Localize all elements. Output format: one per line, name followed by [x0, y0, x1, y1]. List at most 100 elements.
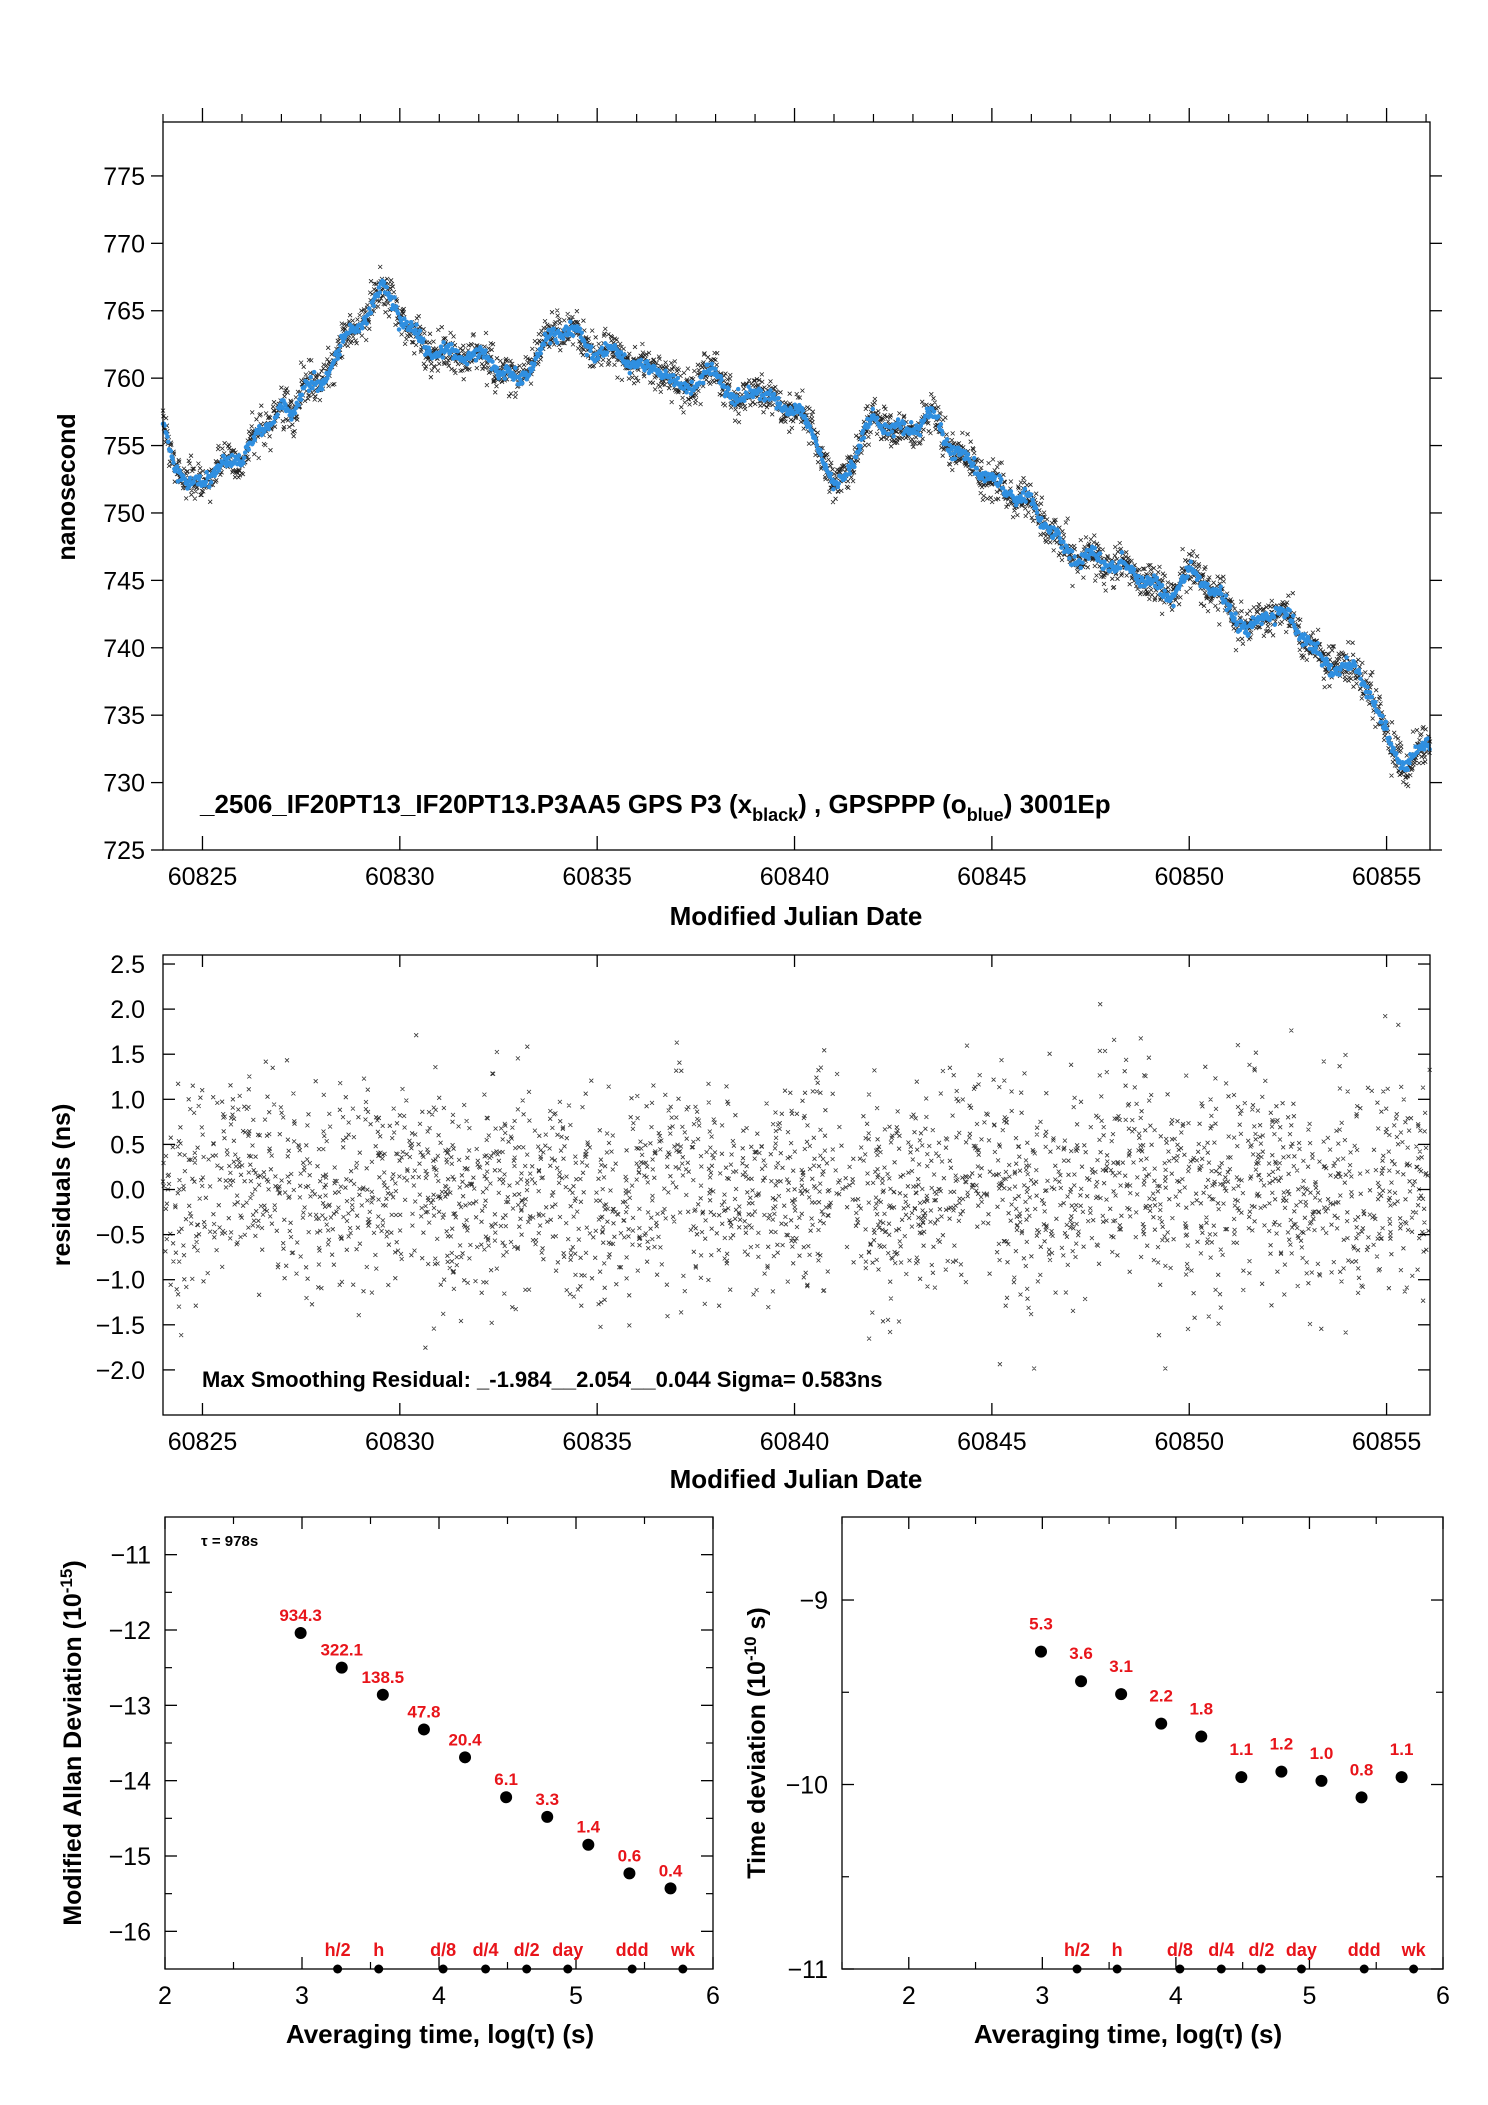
value-label: 20.4 — [448, 1730, 482, 1749]
value-label: 6.1 — [494, 1770, 518, 1789]
value-label: 0.6 — [618, 1846, 642, 1865]
timescale-label: ddd — [1348, 1940, 1381, 1960]
x-axis-label: Modified Julian Date — [670, 901, 923, 931]
tdev-panel: 2 3 4 5 6 −11 −10 −9 5.3 3.6 3.1 2.2 1.8 1.1 1.2 1.0 0.… — [741, 1516, 1450, 2049]
data-point — [1115, 1688, 1128, 1701]
y-tick-label: 0.0 — [110, 1177, 145, 1205]
y-tick-label: −13 — [109, 1692, 151, 1720]
value-label: 934.3 — [279, 1606, 322, 1625]
x-tick-label: 60855 — [1352, 1428, 1422, 1456]
tau-annotation: τ = 978s — [201, 1533, 258, 1550]
value-label: 138.5 — [362, 1668, 405, 1687]
y-tick-label: −12 — [109, 1617, 151, 1645]
data-point — [417, 1723, 430, 1736]
data-point — [1075, 1675, 1088, 1688]
data-point — [459, 1751, 472, 1764]
timescale-mark — [627, 1964, 637, 1974]
x-tick-label: 60825 — [168, 1428, 238, 1456]
y-tick-label: 750 — [103, 500, 145, 528]
timescale-mark — [1409, 1964, 1419, 1974]
data-point — [1315, 1774, 1328, 1787]
x-tick-label: 60840 — [760, 863, 830, 891]
value-label: 322.1 — [320, 1641, 363, 1660]
timescale-mark — [1072, 1964, 1082, 1974]
timescale-mark — [438, 1964, 448, 1974]
data-point — [1155, 1717, 1168, 1730]
data-point — [1395, 1771, 1408, 1784]
timescale-label: wk — [1401, 1940, 1427, 1960]
data-points: 5.3 3.6 3.1 2.2 1.8 1.1 1.2 1.0 0.8 1.1 h/2 h d/8 d/4… — [1029, 1615, 1427, 1974]
value-label: 0.4 — [659, 1861, 683, 1880]
x-tick-label: 2 — [902, 1982, 916, 2010]
x-tick-label: 6 — [1436, 1982, 1450, 2010]
timescale-label: d/4 — [1208, 1940, 1234, 1960]
y-tick-label: 735 — [103, 702, 145, 730]
axis-ticks: 2 3 4 5 6 −11 −10 −9 — [786, 1517, 1450, 2010]
data-point — [623, 1867, 636, 1880]
value-label: 3.6 — [1069, 1644, 1093, 1663]
timescale-label: h — [1112, 1940, 1123, 1960]
y-tick-label: −0.5 — [96, 1222, 145, 1250]
data-point — [582, 1838, 595, 1851]
y-tick-label: 745 — [103, 567, 145, 595]
y-tick-label: −11 — [787, 1956, 828, 1984]
y-tick-label: −11 — [110, 1542, 151, 1570]
y-tick-label: −16 — [109, 1918, 151, 1946]
timescale-mark — [1216, 1964, 1226, 1974]
data-points: 934.3 322.1 138.547.8 20.4 6.1 3.3 1.4 0.6 0.4 h/… — [279, 1606, 696, 1974]
x-tick-label: 60850 — [1154, 1428, 1224, 1456]
x-tick-label: 60835 — [562, 863, 632, 891]
data-point — [500, 1791, 513, 1804]
gps-p3-points — [160, 264, 1433, 789]
y-tick-label: 740 — [103, 635, 145, 663]
value-label: 1.8 — [1189, 1700, 1213, 1719]
y-axis-label: Time deviation (10-10 s) — [741, 1607, 771, 1878]
data-point — [664, 1882, 677, 1895]
y-tick-label: 0.5 — [110, 1131, 145, 1159]
timescale-label: day — [552, 1940, 583, 1960]
x-tick-label: 60840 — [760, 1428, 830, 1456]
timeseries-panel: 60825 60830 60835 60840 60845 60850 60855 725 73… — [53, 108, 1442, 931]
y-tick-label: 775 — [103, 163, 145, 191]
timescale-label: d/8 — [430, 1940, 456, 1960]
y-tick-label: 2.5 — [110, 951, 145, 979]
y-axis-label: residuals (ns) — [48, 1104, 76, 1267]
plot-frame — [164, 1516, 714, 1970]
x-tick-label: 60835 — [562, 1428, 632, 1456]
y-tick-label: 725 — [103, 837, 145, 865]
axis-ticks: 60825 60830 60835 60840 60845 60850 60855 725 73… — [103, 108, 1442, 891]
value-label: 1.1 — [1390, 1740, 1414, 1759]
y-tick-label: −9 — [799, 1587, 828, 1615]
value-label: 3.3 — [535, 1790, 559, 1809]
chart-title: _2506_IF20PT13_IF20PT13.P3AA5 GPS P3 (xb… — [199, 789, 1111, 825]
x-tick-label: 60855 — [1352, 863, 1422, 891]
data-point — [1355, 1791, 1368, 1804]
x-tick-label: 60845 — [957, 863, 1027, 891]
y-tick-label: 1.5 — [110, 1041, 145, 1069]
value-label: 3.1 — [1109, 1657, 1133, 1676]
plot-frame — [841, 1516, 1444, 1970]
timescale-label: d/2 — [514, 1940, 540, 1960]
y-tick-label: 765 — [103, 298, 145, 326]
timescale-label: wk — [670, 1940, 696, 1960]
data-points — [160, 264, 1433, 789]
residual-summary: Max Smoothing Residual: _-1.984__2.054__… — [202, 1367, 883, 1392]
timescale-label: h/2 — [325, 1940, 351, 1960]
axis-ticks: 60825 60830 60835 60840 60845 60850 60855 −2.0 −… — [96, 951, 1430, 1456]
timescale-mark — [374, 1964, 384, 1974]
gpsppp-points — [160, 278, 1432, 773]
value-label: 0.8 — [1350, 1760, 1374, 1779]
plot-frame — [162, 121, 1431, 851]
timescale-mark — [1112, 1964, 1122, 1974]
y-tick-label: −1.5 — [96, 1312, 145, 1340]
value-label: 47.8 — [407, 1702, 440, 1721]
value-label: 1.0 — [1310, 1744, 1334, 1763]
timescale-mark — [1359, 1964, 1369, 1974]
x-tick-label: 2 — [158, 1982, 172, 2010]
x-tick-label: 5 — [569, 1982, 583, 2010]
data-point — [376, 1688, 389, 1701]
data-point — [1275, 1765, 1288, 1778]
y-tick-label: 1.0 — [110, 1086, 145, 1114]
x-tick-label: 5 — [1302, 1982, 1316, 2010]
timescale-label: day — [1286, 1940, 1317, 1960]
